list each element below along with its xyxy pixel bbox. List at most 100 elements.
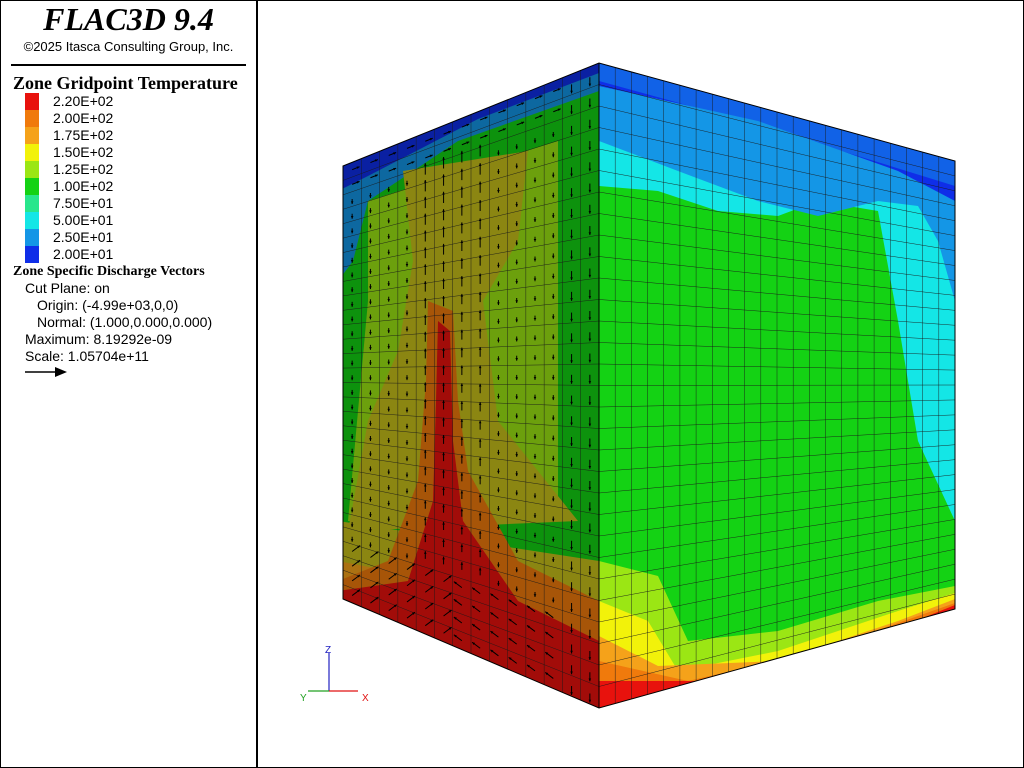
mesh-line — [599, 459, 955, 494]
mesh-line — [343, 234, 599, 282]
discharge-vector — [405, 196, 409, 202]
discharge-vector — [460, 508, 464, 517]
discharge-vector — [405, 456, 409, 462]
model-view[interactable]: Z Y X — [258, 1, 1023, 767]
discharge-vector — [497, 374, 500, 380]
mesh-line — [599, 578, 955, 666]
discharge-vector — [588, 289, 592, 299]
discharge-vector — [533, 157, 537, 163]
discharge-vector — [460, 383, 464, 393]
discharge-vector — [387, 547, 391, 553]
discharge-vector — [478, 530, 482, 539]
discharge-vector — [423, 433, 427, 442]
discharge-vector — [533, 355, 537, 361]
discharge-vector — [551, 496, 555, 502]
discharge-vector — [460, 186, 464, 198]
discharge-vector — [551, 273, 555, 279]
discharge-vector — [442, 174, 445, 186]
discharge-vector — [497, 562, 500, 568]
discharge-vector — [351, 559, 361, 567]
mesh-line — [343, 342, 599, 354]
discharge-vector — [369, 268, 372, 274]
app-title: FLAC3D 9.4 — [43, 1, 214, 37]
discharge-vector — [405, 358, 409, 364]
discharge-vector — [533, 295, 537, 301]
discharge-vector — [570, 291, 573, 301]
discharge-vector — [460, 472, 464, 482]
mesh-line — [599, 105, 955, 192]
discharge-vector — [387, 469, 391, 475]
discharge-vector — [406, 563, 416, 570]
discharge-vector — [553, 88, 561, 92]
mesh-line — [599, 256, 955, 296]
discharge-vector — [370, 159, 379, 164]
cut-plane-face — [343, 63, 599, 708]
discharge-vector — [351, 589, 361, 596]
discharge-vector — [478, 181, 482, 193]
discharge-vector — [515, 547, 519, 553]
discharge-vector — [460, 365, 464, 376]
discharge-vector — [570, 84, 573, 94]
discharge-vector — [369, 527, 372, 533]
discharge-vector — [570, 644, 573, 654]
discharge-vector — [570, 520, 573, 530]
discharge-vector — [498, 109, 507, 114]
discharge-vector — [497, 487, 500, 493]
discharge-vector — [405, 553, 409, 559]
contour-level-label: 1.00E+02 — [53, 178, 114, 194]
discharge-vector — [588, 629, 592, 639]
discharge-vector — [515, 413, 519, 419]
discharge-vector — [460, 544, 464, 553]
discharge-vector — [460, 293, 464, 305]
discharge-vector — [350, 434, 354, 440]
contour-level-label: 2.50E+01 — [53, 229, 114, 245]
discharge-vector — [570, 561, 573, 571]
discharge-vector — [533, 493, 537, 499]
discharge-vector — [551, 233, 555, 239]
title-divider — [11, 64, 246, 66]
discharge-vector — [424, 569, 434, 576]
mesh-line — [343, 497, 599, 558]
discharge-vector — [551, 536, 555, 542]
discharge-vector — [570, 437, 573, 447]
discharge-vector — [453, 634, 463, 642]
discharge-vector — [588, 268, 592, 278]
discharge-vector — [405, 261, 409, 267]
discharge-vector — [387, 437, 391, 443]
discharge-vector — [551, 172, 555, 178]
discharge-vector — [588, 587, 592, 597]
mesh-line — [599, 213, 955, 266]
mesh-line — [599, 127, 955, 207]
z-axis-label: Z — [325, 645, 331, 656]
discharge-vector — [570, 478, 573, 488]
discharge-vector — [533, 315, 537, 321]
contour-level-label: 2.00E+02 — [53, 110, 114, 126]
discharge-vector — [479, 134, 488, 139]
discharge-vector — [533, 236, 537, 242]
vector-scale: Scale: 1.05704e+11 — [25, 348, 149, 364]
discharge-vector — [515, 298, 519, 304]
discharge-vector — [405, 342, 409, 348]
mesh-line — [343, 84, 599, 181]
model-viewport[interactable]: Z Y X — [258, 1, 1023, 767]
discharge-vector — [551, 556, 555, 562]
discharge-vector — [588, 417, 592, 427]
discharge-vector — [460, 490, 464, 500]
discharge-vector — [369, 284, 372, 290]
discharge-vector — [423, 331, 427, 342]
contour-level-label: 7.50E+01 — [53, 195, 114, 211]
discharge-vector — [369, 253, 372, 259]
discharge-vector — [544, 672, 554, 679]
mesh-line — [599, 363, 955, 371]
discharge-vector — [442, 434, 445, 444]
discharge-vector — [369, 192, 372, 198]
mesh-line — [343, 425, 599, 451]
discharge-vector — [443, 592, 452, 600]
discharge-vector — [350, 463, 354, 469]
discharge-vector — [533, 138, 537, 144]
discharge-vector — [478, 420, 482, 430]
discharge-vector — [350, 448, 354, 454]
discharge-vector — [460, 419, 464, 429]
mesh-line — [343, 454, 599, 494]
discharge-vector — [551, 516, 555, 522]
